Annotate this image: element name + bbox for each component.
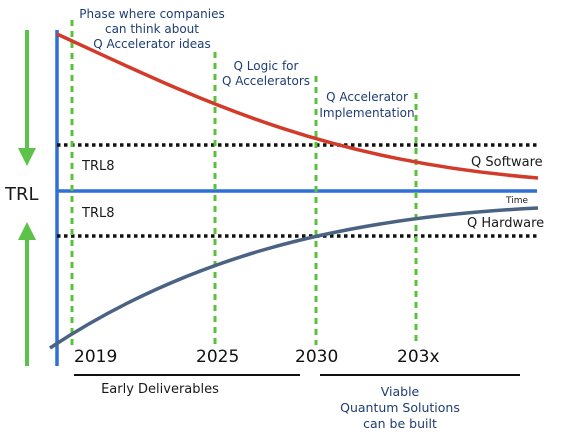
phase2-line2: Q Accelerators <box>222 74 310 88</box>
trl-down-arrow-head <box>18 148 36 166</box>
phase3-line2: Implementation <box>319 106 414 120</box>
year-label-2025: 2025 <box>196 347 239 367</box>
phase3-line1: Q Accelerator <box>326 90 408 104</box>
phase2-line1: Q Logic for <box>234 59 299 73</box>
software-curve-label: Q Software <box>471 155 543 170</box>
phase1-line3: Q Accelerator ideas <box>93 37 211 51</box>
viable-line1: Viable <box>381 384 420 399</box>
hardware-curve-label: Q Hardware <box>467 216 544 231</box>
phase2-annotation: Q Logic for Q Accelerators <box>222 59 310 88</box>
viable-line3: can be built <box>363 416 437 431</box>
lower-trl8-label: TRL8 <box>81 206 115 221</box>
trl-up-arrow-head <box>18 222 36 240</box>
early-deliverables-label: Early Deliverables <box>101 382 219 397</box>
viable-line2: Quantum Solutions <box>340 400 460 415</box>
phase3-annotation: Q Accelerator Implementation <box>319 90 414 120</box>
viable-solutions-label: Viable Quantum Solutions can be built <box>340 384 460 431</box>
year-label-203x: 203x <box>397 347 440 367</box>
year-label-2019: 2019 <box>74 347 117 367</box>
software-curve <box>56 32 539 180</box>
trl-axis-label: TRL <box>4 184 39 205</box>
upper-trl8-label: TRL8 <box>81 159 115 174</box>
phase1-annotation: Phase where companies can think about Q … <box>79 7 225 51</box>
time-axis-label: Time <box>505 196 528 206</box>
year-label-2030: 2030 <box>295 347 338 367</box>
phase1-line1: Phase where companies <box>79 7 225 21</box>
hardware-curve <box>49 206 539 350</box>
phase1-line2: can think about <box>105 22 199 36</box>
trl-arrows <box>18 30 36 366</box>
